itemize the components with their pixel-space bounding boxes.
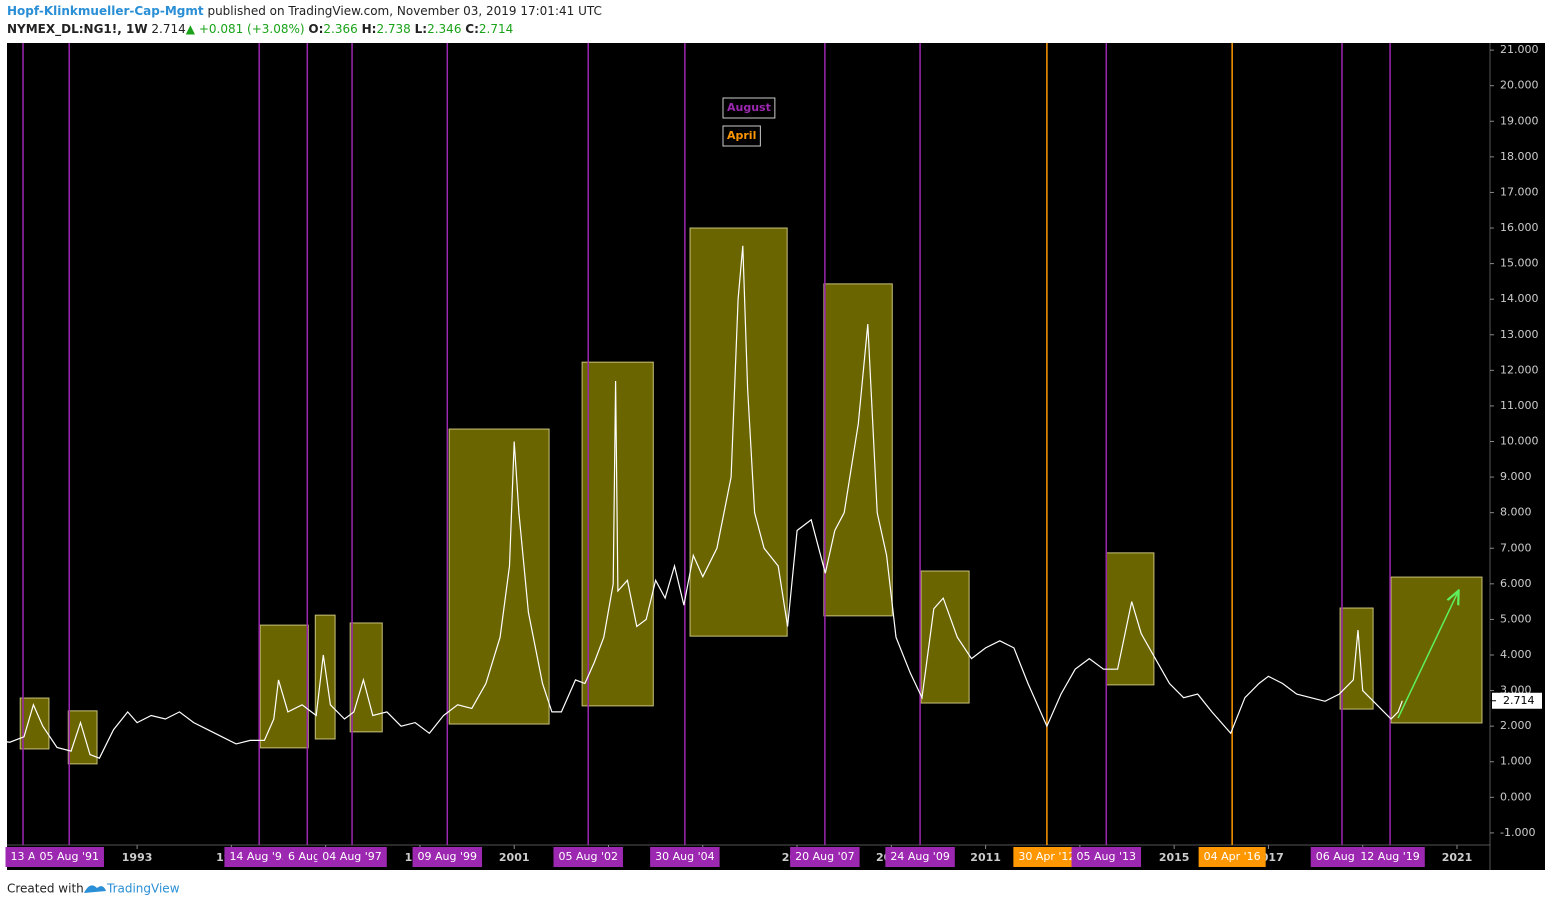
event-label: 30 Aug '04: [655, 850, 715, 863]
high: 2.738: [376, 22, 411, 36]
open: 2.366: [323, 22, 358, 36]
published: published on TradingView.com, November 0…: [207, 4, 602, 18]
event-label: 30 Apr '12: [1018, 850, 1075, 863]
last-price-label: 2.714: [1503, 694, 1535, 707]
footer-brand[interactable]: TradingView: [106, 882, 180, 896]
event-label-bg: [5, 847, 41, 867]
y-tick-label: -1.000: [1500, 826, 1535, 839]
highlight-box: [448, 428, 550, 725]
annotation: April: [727, 129, 756, 142]
event-label: 6 Aug ': [288, 850, 327, 863]
plot-area: [7, 43, 1483, 845]
y-tick-label: 4.000: [1500, 648, 1532, 661]
annotation-box: [722, 125, 761, 147]
event-label: 04 Apr '16: [1204, 850, 1261, 863]
event-label-bg: [553, 847, 623, 867]
event-label: 24 Aug '09: [890, 850, 950, 863]
highlight-box: [823, 283, 893, 617]
event-label-bg: [34, 847, 104, 867]
y-tick-label: 17.000: [1500, 185, 1539, 198]
y-tick-label: 14.000: [1500, 292, 1539, 305]
y-tick-label: 20.000: [1500, 79, 1539, 92]
y-tick-label: 12.000: [1500, 363, 1539, 376]
highlight-box: [259, 624, 309, 749]
event-label: 05 Aug '02: [558, 850, 618, 863]
y-tick-label: 0.000: [1500, 790, 1532, 803]
header-line-2: NYMEX_DL:NG1!, 1W 2.714▲ +0.081 (+3.08%)…: [7, 22, 513, 36]
trend-arrow: [1397, 592, 1458, 719]
event-label: 09 Aug '99: [418, 850, 478, 863]
symbol: NYMEX_DL:NG1!, 1W: [7, 22, 148, 36]
y-tick-label: 1.000: [1500, 755, 1532, 768]
header-line-1: Hopf-Klinkmueller-Cap-Mgmt published on …: [7, 4, 602, 18]
y-tick-label: 5.000: [1500, 612, 1532, 625]
event-label-bg: [650, 847, 720, 867]
y-tick-label: 6.000: [1500, 577, 1532, 590]
y-tick-label: 11.000: [1500, 399, 1539, 412]
event-label-bg: [1071, 847, 1142, 867]
event-label: 13 A: [11, 850, 36, 863]
x-tick-label: 2015: [1159, 851, 1190, 864]
c-label: C:: [465, 22, 479, 36]
highlight-box: [349, 622, 383, 733]
event-label-bg: [224, 847, 294, 867]
y-tick-label: 2.000: [1500, 719, 1532, 732]
up-arrow: ▲: [185, 22, 195, 36]
close: 2.714: [151, 22, 186, 36]
price-line: [7, 245, 1403, 759]
highlight-box: [920, 570, 970, 704]
event-label: 05 Aug '91: [39, 850, 99, 863]
change: +0.081 (+3.08%): [198, 22, 305, 36]
highlight-box: [1390, 576, 1483, 724]
highlight-box: [1105, 552, 1155, 686]
y-tick-label: 16.000: [1500, 221, 1539, 234]
event-label-bg: [790, 847, 860, 867]
event-label: 14 Aug '95: [229, 850, 289, 863]
event-label-bg: [1355, 847, 1425, 867]
y-tick-label: 13.000: [1500, 328, 1539, 341]
l-label: L:: [414, 22, 428, 36]
event-label: 12 Aug '19: [1360, 850, 1420, 863]
highlight-box: [1339, 607, 1374, 710]
event-label-bg: [317, 847, 387, 867]
highlight-box: [19, 697, 50, 750]
tradingview-logo: [84, 885, 106, 893]
y-tick-label: 8.000: [1500, 506, 1532, 519]
o-label: O:: [308, 22, 324, 36]
close-value: 2.714: [478, 22, 514, 36]
event-label: 06 Aug '1: [1316, 850, 1369, 863]
y-tick-label: 18.000: [1500, 150, 1539, 163]
event-label-bg: [1198, 847, 1266, 867]
author[interactable]: Hopf-Klinkmueller-Cap-Mgmt: [7, 4, 204, 18]
x-tick-label: 2011: [970, 851, 1001, 864]
event-label-bg: [412, 847, 483, 867]
event-label: 20 Aug '07: [795, 850, 855, 863]
x-tick-label: 2001: [499, 851, 530, 864]
event-label: 05 Aug '13: [1077, 850, 1137, 863]
highlight-box: [67, 710, 98, 765]
annotation-box: [722, 97, 776, 119]
y-tick-label: 7.000: [1500, 541, 1532, 554]
x-tick-label: 1993: [122, 851, 153, 864]
annotation: August: [727, 101, 771, 114]
footer-text: Created with: [7, 882, 84, 896]
highlight-box: [314, 614, 336, 740]
h-label: H:: [361, 22, 377, 36]
x-tick-label: 2021: [1442, 851, 1473, 864]
event-label: 04 Aug '97: [322, 850, 382, 863]
logo-icon: [84, 885, 106, 893]
y-tick-label: 9.000: [1500, 470, 1532, 483]
y-tick-label: 19.000: [1500, 114, 1539, 127]
low: 2.346: [427, 22, 462, 36]
last-price-bg: [1492, 692, 1542, 709]
plot-content: [7, 43, 1483, 845]
event-label-bg: [1013, 847, 1081, 867]
event-label-bg: [885, 847, 955, 867]
y-tick-label: 10.000: [1500, 435, 1539, 448]
y-tick-label: 21.000: [1500, 43, 1539, 56]
y-tick-label: 15.000: [1500, 257, 1539, 270]
